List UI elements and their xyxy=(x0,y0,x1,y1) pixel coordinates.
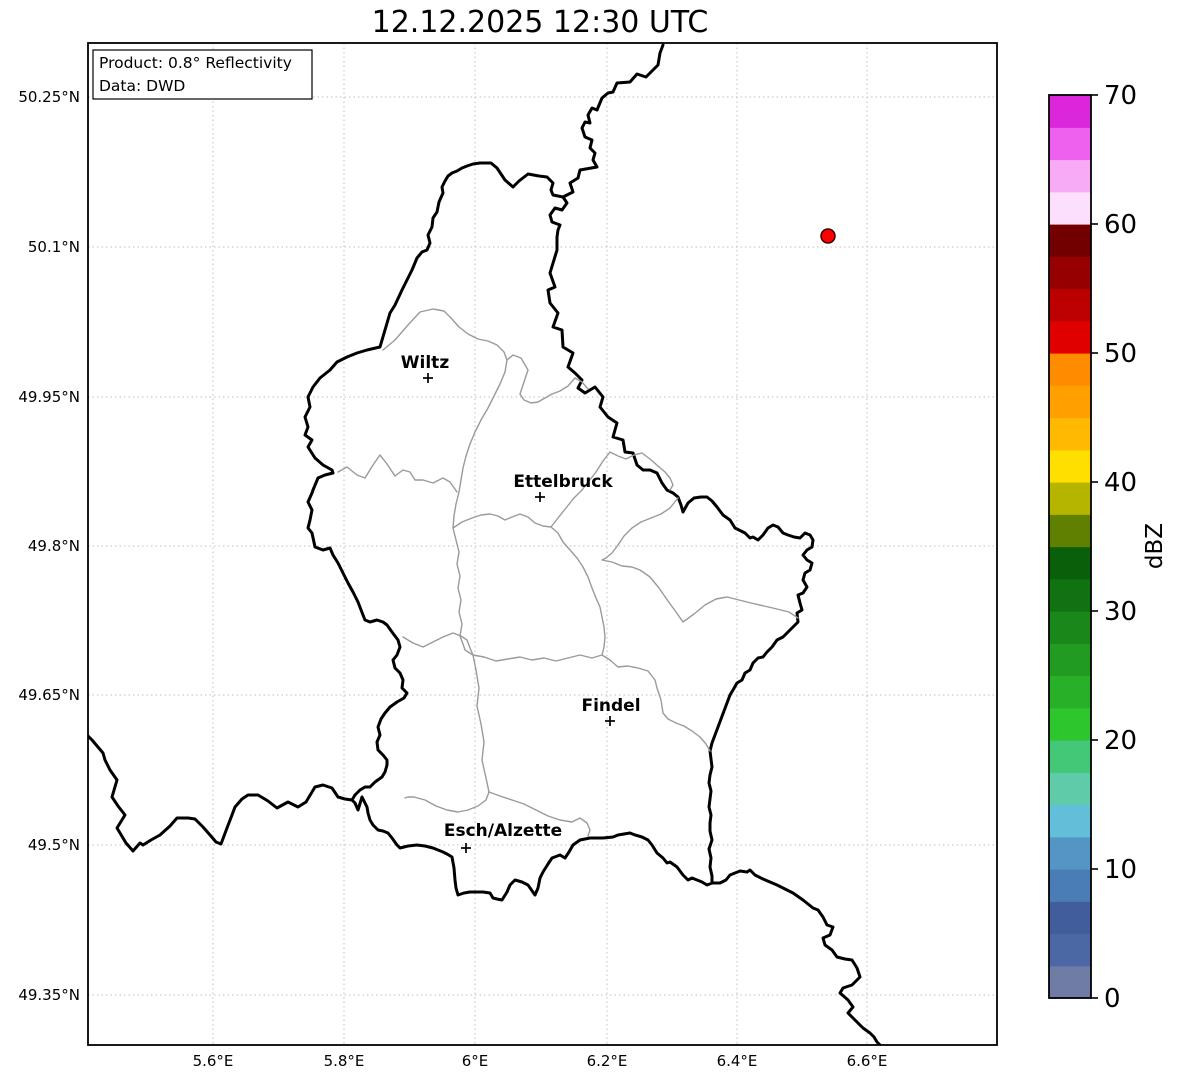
canton-boundary-esch-remich xyxy=(488,791,591,837)
colorbar-cell xyxy=(1049,933,1091,967)
x-axis-tick-label: 6.4°E xyxy=(717,1052,758,1070)
canton-boundary-mersch xyxy=(452,513,606,662)
canton-boundary-redange-north xyxy=(337,454,458,493)
colorbar-tick-label: 60 xyxy=(1104,210,1137,240)
luxembourg-border xyxy=(303,161,815,902)
colorbar-cell xyxy=(1049,320,1091,354)
city-findel: Findel xyxy=(581,696,641,726)
y-axis-tick-label: 49.5°N xyxy=(28,836,80,854)
city-label: Wiltz xyxy=(401,353,450,373)
city-label: Ettelbruck xyxy=(513,472,613,492)
colorbar-cell xyxy=(1049,385,1091,419)
colorbar-cell xyxy=(1049,611,1091,644)
colorbar-ticks: 0 10 20 30 40 50 60 70 xyxy=(1091,81,1137,1014)
info-box: Product: 0.8° Reflectivity Data: DWD xyxy=(92,49,313,100)
colorbar-cell xyxy=(1049,353,1091,386)
colorbar-cell xyxy=(1049,159,1091,193)
colorbar-tick-label: 20 xyxy=(1104,726,1137,756)
x-axis-tick-label: 6°E xyxy=(462,1052,489,1070)
colorbar-cell xyxy=(1049,901,1091,935)
colorbar-cells xyxy=(1049,95,1091,999)
colorbar-cell xyxy=(1049,95,1091,128)
colorbar-cell xyxy=(1049,578,1091,612)
city-wiltz: Wiltz xyxy=(401,353,450,383)
colorbar-frame xyxy=(1048,94,1092,999)
city-label: Esch/Alzette xyxy=(444,821,562,841)
colorbar-cell xyxy=(1049,804,1091,838)
x-axis-tick-label: 5.6°E xyxy=(193,1052,234,1070)
canton-boundary-luxembourg-remich xyxy=(601,654,711,752)
colorbar-cell xyxy=(1049,514,1091,548)
colorbar-cell xyxy=(1049,127,1091,161)
colorbar-cell xyxy=(1049,191,1091,225)
y-axis-tick-label: 49.65°N xyxy=(18,686,80,704)
info-box-product: Product: 0.8° Reflectivity xyxy=(99,54,292,72)
axis-tick-labels: 5.6°E 5.8°E 6°E 6.2°E 6.4°E 6.6°E 50.25°N 50.1°… xyxy=(18,88,887,1070)
canton-boundary-wiltz-east xyxy=(452,359,508,529)
canton-boundary-echternach-grevenmacher xyxy=(601,497,799,623)
colorbar-tick-label: 40 xyxy=(1104,468,1137,498)
colorbar-unit-label: dBZ xyxy=(1142,523,1168,569)
y-axis-tick-label: 49.35°N xyxy=(18,986,80,1004)
colorbar-tick-label: 10 xyxy=(1104,855,1137,885)
colorbar-cell xyxy=(1049,546,1091,580)
x-axis-tick-label: 5.8°E xyxy=(324,1052,365,1070)
city-markers: Wiltz Ettelbruck Findel Esch/Alzette xyxy=(401,353,641,853)
y-axis-tick-label: 49.8°N xyxy=(28,537,80,555)
canton-boundary-clervaux-south xyxy=(382,308,589,404)
colorbar-cell xyxy=(1049,482,1091,515)
x-axis-tick-label: 6.2°E xyxy=(587,1052,628,1070)
colorbar-cell xyxy=(1049,449,1091,483)
y-axis-tick-label: 49.95°N xyxy=(18,388,80,406)
city-esch-alzette: Esch/Alzette xyxy=(444,821,562,853)
plot-frame xyxy=(87,42,998,1046)
france-belgium-border xyxy=(88,733,354,853)
city-label: Findel xyxy=(581,696,640,716)
colorbar-cell xyxy=(1049,707,1091,741)
city-ettelbruck: Ettelbruck xyxy=(513,472,613,502)
colorbar-cell xyxy=(1049,836,1091,870)
plot-title: 12.12.2025 12:30 UTC xyxy=(372,5,709,40)
radar-location-dot xyxy=(820,228,836,244)
belgium-germany-border xyxy=(561,43,665,199)
colorbar-cell xyxy=(1049,772,1091,806)
border-lines xyxy=(88,43,882,1045)
colorbar-cell xyxy=(1049,417,1091,451)
canton-boundary-capellen-north xyxy=(402,632,474,656)
colorbar-cell xyxy=(1049,740,1091,773)
y-axis-tick-label: 50.25°N xyxy=(18,88,80,106)
colorbar-cell xyxy=(1049,288,1091,322)
colorbar-tick-label: 50 xyxy=(1104,339,1137,369)
colorbar-cell xyxy=(1049,675,1091,709)
colorbar-tick-label: 0 xyxy=(1104,984,1121,1014)
colorbar-cell xyxy=(1049,256,1091,290)
info-box-data-source: Data: DWD xyxy=(99,77,185,95)
x-axis-tick-label: 6.6°E xyxy=(847,1052,888,1070)
colorbar-cell xyxy=(1049,224,1091,257)
colorbar-cell xyxy=(1049,643,1091,677)
graticule-gridlines xyxy=(88,43,997,1045)
canton-boundary-capellen-esch xyxy=(404,654,490,813)
canton-boundary-diekirch-east xyxy=(550,451,674,528)
colorbar-tick-label: 70 xyxy=(1104,81,1137,111)
colorbar-cell xyxy=(1049,965,1091,999)
plot-background xyxy=(88,43,997,1045)
france-germany-border xyxy=(710,868,882,1045)
y-axis-tick-label: 50.1°N xyxy=(28,238,80,256)
colorbar-cell xyxy=(1049,869,1091,902)
colorbar-tick-label: 30 xyxy=(1104,597,1137,627)
